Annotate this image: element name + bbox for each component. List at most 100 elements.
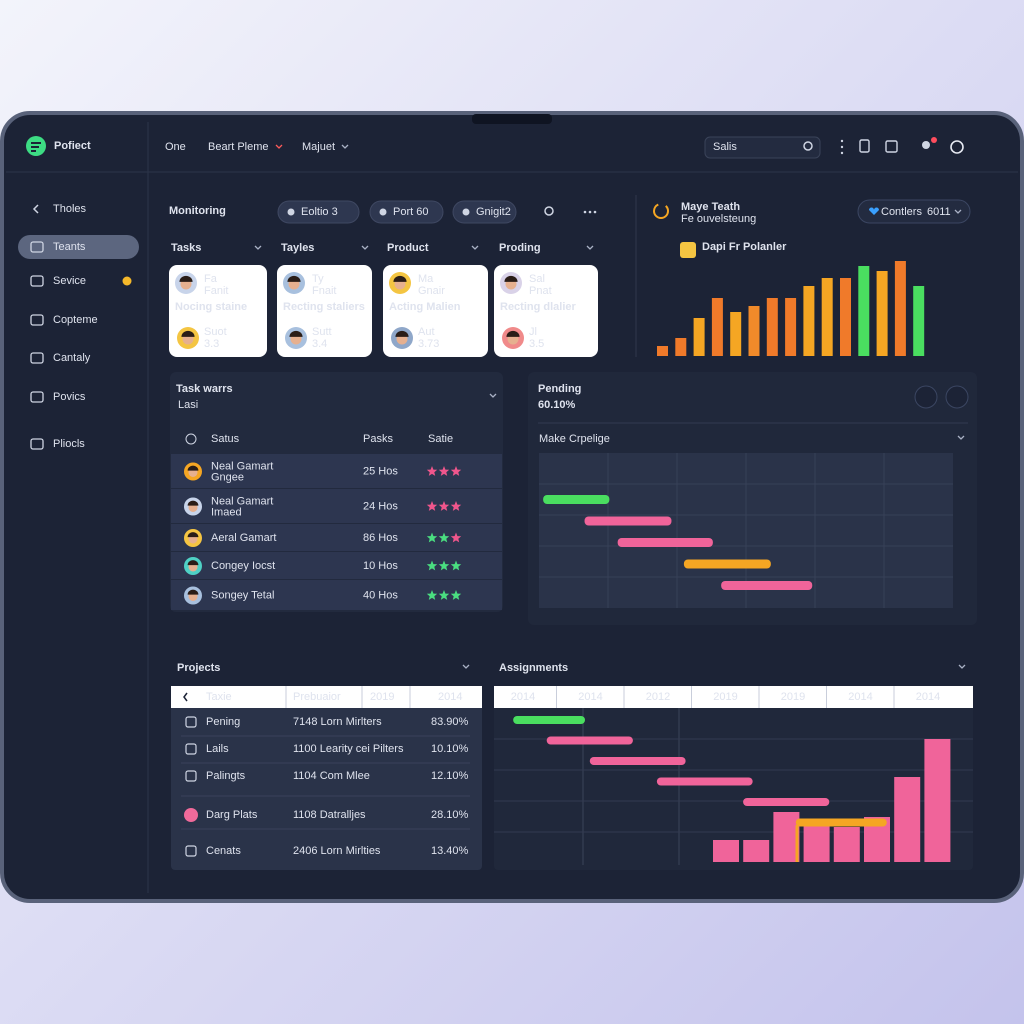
filter-pill[interactable] xyxy=(369,200,444,224)
table-header: Taxie xyxy=(206,691,232,703)
gantt-bar xyxy=(683,559,771,569)
avatar-hair xyxy=(393,275,407,282)
trend-title: Maye Teath xyxy=(681,201,740,213)
legend-label: Dapi Fr Polanler xyxy=(702,241,787,253)
filter-pill[interactable] xyxy=(277,200,360,224)
card-person: Sutt xyxy=(312,326,332,338)
bar xyxy=(803,822,830,862)
table-header: Satie xyxy=(428,433,453,445)
card-label: Nocing staine xyxy=(175,301,247,313)
sidebar-item[interactable]: Copteme xyxy=(53,314,98,326)
row-pct: 10.10% xyxy=(431,743,469,755)
row-hours: 86 Hos xyxy=(363,532,398,544)
avatar-hair xyxy=(506,330,520,337)
search-icon[interactable] xyxy=(544,206,554,216)
sidebar-badge xyxy=(122,276,132,286)
rating-star xyxy=(438,560,450,571)
table-panel xyxy=(171,686,482,870)
nav-item[interactable]: Beart Pleme xyxy=(208,141,269,153)
card-person: Jl xyxy=(529,326,537,338)
bar xyxy=(924,739,951,862)
icon-button[interactable] xyxy=(914,385,938,409)
year-label: 2014 xyxy=(848,691,872,703)
panel-title: Task warrs xyxy=(176,383,233,395)
chevron-icon xyxy=(275,144,283,149)
row-pct: 28.10% xyxy=(431,809,469,821)
row-name: Neal Gamart xyxy=(211,495,273,507)
button-value: 6011 xyxy=(927,206,951,218)
card-label: Recting staliers xyxy=(283,301,365,313)
sidebar-item[interactable]: Teants xyxy=(53,241,86,253)
filter-icon xyxy=(379,208,387,216)
table-header: 2014 xyxy=(438,691,462,703)
section-title: Monitoring xyxy=(169,205,226,217)
card-name: Ty xyxy=(312,273,324,285)
more-icon-dot xyxy=(593,210,597,214)
rating-star xyxy=(426,532,438,543)
bar xyxy=(730,312,742,356)
bar xyxy=(693,318,705,356)
rating-star xyxy=(438,466,450,476)
bar xyxy=(785,298,797,356)
more-icon-dot xyxy=(583,210,587,214)
gantt-bar xyxy=(743,798,830,806)
filter-pill[interactable] xyxy=(452,200,517,224)
settings-icon[interactable] xyxy=(950,140,964,154)
filter-button[interactable] xyxy=(857,199,971,224)
sidebar-icon xyxy=(30,241,44,253)
row-name: Neal Gamart xyxy=(211,460,273,472)
rating-star xyxy=(438,501,450,511)
row-hours: 24 Hos xyxy=(363,500,398,512)
user-icon[interactable] xyxy=(922,141,930,149)
column-title: Proding xyxy=(499,242,541,254)
back-icon xyxy=(32,204,39,214)
back-icon xyxy=(183,692,188,702)
menu-icon-dot xyxy=(840,151,844,155)
chevron-icon xyxy=(471,245,479,250)
row-name: Aeral Gamart xyxy=(211,532,276,544)
notification-dot xyxy=(931,137,937,143)
nav-item[interactable]: One xyxy=(165,141,186,153)
row-icon xyxy=(185,770,197,782)
rating-star xyxy=(426,560,438,571)
sidebar-active-pill xyxy=(18,235,139,259)
sidebar-item[interactable]: Cantaly xyxy=(53,352,91,364)
bar xyxy=(894,777,921,862)
search-box[interactable] xyxy=(704,136,821,159)
gantt-bar xyxy=(546,736,633,745)
rating-star xyxy=(450,560,462,571)
bag-icon[interactable] xyxy=(885,140,898,153)
sidebar-item[interactable]: Sevice xyxy=(53,275,86,287)
year-label: 2014 xyxy=(916,691,940,703)
gantt-bar xyxy=(795,818,887,827)
avatar-hair xyxy=(181,330,195,337)
filter-label: Eoltio 3 xyxy=(301,206,338,218)
filter-label: Port 60 xyxy=(393,206,428,218)
bar xyxy=(675,338,687,356)
row-desc: 7148 Lorn Mirlters xyxy=(293,716,382,728)
chevron-icon xyxy=(586,245,594,250)
sidebar-item[interactable]: Pliocls xyxy=(53,438,85,450)
avatar-hair xyxy=(187,465,199,471)
gantt-bar xyxy=(617,538,713,547)
row-hours: 40 Hos xyxy=(363,589,398,601)
menu-icon[interactable] xyxy=(840,139,844,143)
table-header: Prebuaior xyxy=(293,691,341,703)
row-desc: 1104 Com Mlee xyxy=(293,770,370,782)
chevron-icon xyxy=(958,664,966,669)
table-header: Pasks xyxy=(363,433,393,445)
sidebar-item[interactable]: Povics xyxy=(53,391,86,403)
row-icon xyxy=(185,716,197,728)
sidebar-icon xyxy=(30,352,44,364)
sidebar-icon xyxy=(30,314,44,326)
card-label: Recting dlalier xyxy=(500,301,577,313)
gantt-bar xyxy=(656,777,753,786)
sidebar-item[interactable]: Tholes xyxy=(53,203,87,215)
nav-item[interactable]: Majuet xyxy=(302,141,335,153)
chevron-icon xyxy=(462,664,470,669)
rating-star xyxy=(450,466,462,476)
avatar-hair xyxy=(504,275,518,282)
bar xyxy=(876,271,888,356)
doc-icon[interactable] xyxy=(859,139,870,153)
icon-button[interactable] xyxy=(945,385,969,409)
